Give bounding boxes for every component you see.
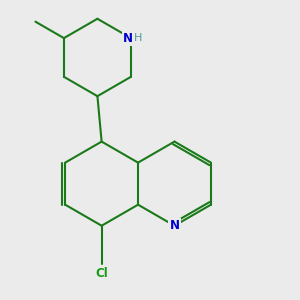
Text: Cl: Cl bbox=[95, 267, 108, 280]
Text: N: N bbox=[123, 32, 133, 45]
Text: H: H bbox=[134, 33, 143, 43]
Text: N: N bbox=[169, 219, 179, 232]
